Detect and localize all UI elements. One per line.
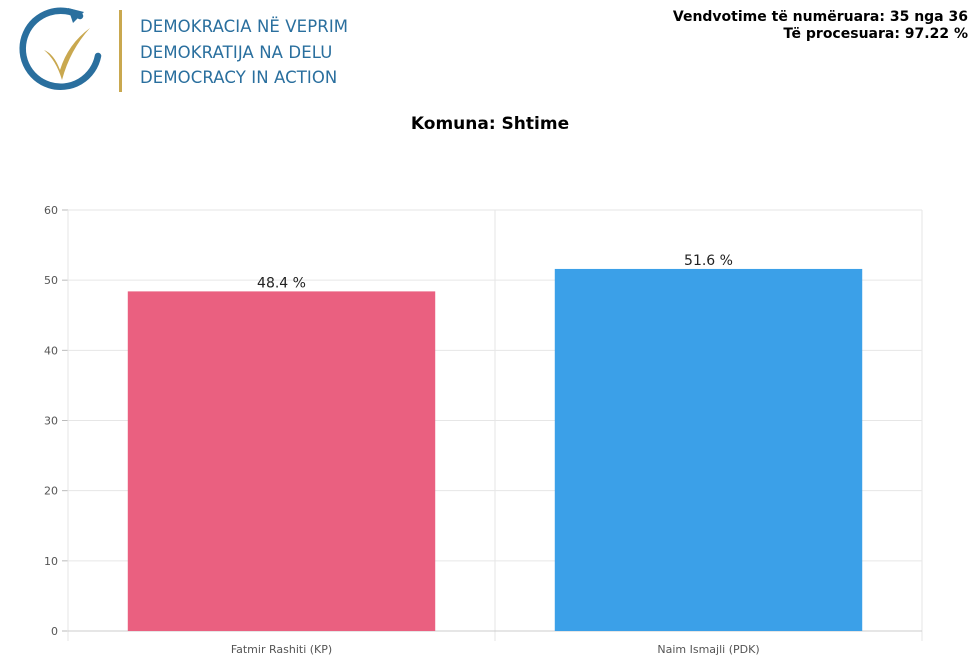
y-tick-label: 0 xyxy=(51,625,58,638)
stations-counted: Vendvotime të numëruara: 35 nga 36 xyxy=(672,9,968,25)
chart-title: Komuna: Shtime xyxy=(410,114,570,134)
y-tick-label: 30 xyxy=(44,415,58,428)
processed-percent: Të procesuara: 97.22 % xyxy=(783,26,968,42)
logo-line-english: DEMOCRACY IN ACTION xyxy=(140,68,338,87)
x-tick-label: Naim Ismajli (PDK) xyxy=(657,643,759,656)
logo-line-serbian: DEMOKRATIJA NA DELU xyxy=(140,42,333,62)
bar-2 xyxy=(554,268,863,631)
bar-1 xyxy=(127,291,436,631)
y-tick-label: 60 xyxy=(44,204,58,217)
logo-divider xyxy=(119,10,122,92)
y-tick-label: 10 xyxy=(44,555,58,568)
data-label: 48.4 % xyxy=(257,275,306,291)
y-tick-label: 50 xyxy=(44,274,58,287)
logo-line-albanian: DEMOKRACIA NË VEPRIM xyxy=(140,17,349,36)
y-tick-label: 40 xyxy=(44,344,58,357)
y-tick-label: 20 xyxy=(44,485,58,498)
x-tick-label: Fatmir Rashiti (KP) xyxy=(231,643,332,656)
logo-text: DEMOKRACIA NË VEPRIM DEMOKRATIJA NA DELU… xyxy=(140,14,348,91)
data-label: 51.6 % xyxy=(684,253,733,269)
logo-icon xyxy=(19,7,102,90)
counting-stats: Vendvotime të numëruara: 35 nga 36 Të pr… xyxy=(673,9,968,43)
